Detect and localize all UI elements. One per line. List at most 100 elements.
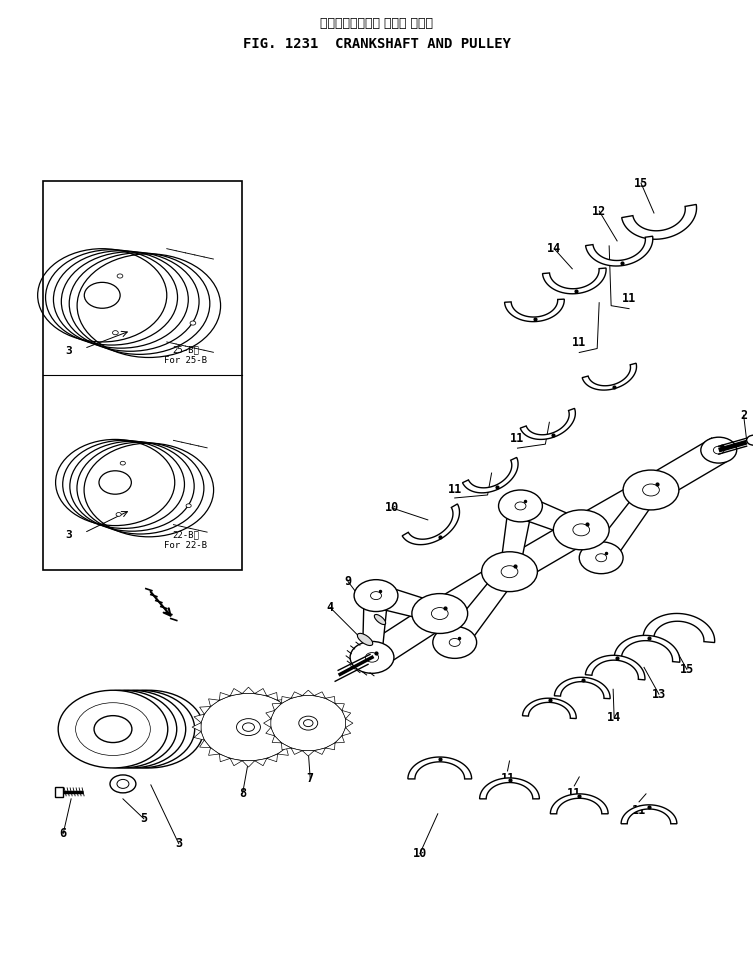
Polygon shape: [502, 518, 588, 583]
Ellipse shape: [498, 490, 542, 522]
Polygon shape: [446, 566, 517, 650]
Polygon shape: [585, 656, 645, 680]
Ellipse shape: [94, 716, 132, 742]
Polygon shape: [480, 778, 539, 799]
Polygon shape: [643, 614, 715, 643]
Ellipse shape: [117, 779, 129, 788]
Ellipse shape: [412, 593, 467, 633]
Polygon shape: [586, 237, 653, 266]
Text: 11: 11: [632, 805, 646, 817]
Text: 6: 6: [60, 827, 66, 841]
Ellipse shape: [237, 719, 260, 735]
Polygon shape: [402, 504, 459, 544]
Text: 25-B用
For 25-B: 25-B用 For 25-B: [164, 346, 207, 365]
Polygon shape: [291, 748, 302, 755]
Ellipse shape: [370, 591, 382, 600]
Polygon shape: [281, 696, 291, 703]
Polygon shape: [219, 754, 230, 762]
Polygon shape: [433, 560, 516, 625]
Ellipse shape: [85, 691, 195, 768]
Polygon shape: [335, 735, 345, 743]
Text: クランクシャフト および プーリ: クランクシャフト および プーリ: [320, 18, 434, 30]
Polygon shape: [264, 719, 271, 728]
Polygon shape: [267, 693, 277, 700]
Ellipse shape: [99, 470, 131, 494]
Ellipse shape: [116, 512, 121, 516]
Ellipse shape: [357, 633, 372, 646]
Polygon shape: [644, 438, 726, 502]
Ellipse shape: [243, 723, 254, 731]
Ellipse shape: [713, 446, 724, 454]
Polygon shape: [582, 363, 636, 391]
Polygon shape: [272, 735, 281, 743]
Ellipse shape: [58, 691, 168, 768]
Polygon shape: [192, 723, 201, 731]
Polygon shape: [342, 728, 351, 735]
Ellipse shape: [84, 282, 120, 308]
Polygon shape: [520, 408, 575, 439]
Ellipse shape: [746, 435, 754, 445]
Polygon shape: [345, 719, 353, 728]
Ellipse shape: [515, 502, 526, 510]
Polygon shape: [293, 714, 303, 723]
Ellipse shape: [117, 274, 123, 278]
Polygon shape: [554, 677, 610, 698]
Text: FIG. 1231  CRANKSHAFT AND PULLEY: FIG. 1231 CRANKSHAFT AND PULLEY: [243, 37, 511, 51]
Text: 13: 13: [651, 688, 666, 700]
Polygon shape: [55, 787, 63, 797]
Text: 10: 10: [412, 847, 427, 860]
Text: 5: 5: [140, 812, 148, 825]
Ellipse shape: [75, 702, 150, 756]
Ellipse shape: [299, 716, 317, 730]
Polygon shape: [408, 757, 472, 779]
Text: 11: 11: [567, 787, 581, 801]
Polygon shape: [504, 299, 564, 321]
Polygon shape: [219, 693, 230, 700]
Ellipse shape: [700, 437, 737, 463]
Polygon shape: [326, 696, 335, 703]
Ellipse shape: [110, 775, 136, 793]
Text: 15: 15: [679, 663, 694, 676]
Ellipse shape: [76, 691, 185, 768]
Polygon shape: [335, 703, 345, 710]
Polygon shape: [342, 710, 351, 719]
Ellipse shape: [271, 695, 346, 751]
Ellipse shape: [433, 626, 477, 658]
Ellipse shape: [623, 470, 679, 510]
Polygon shape: [523, 698, 576, 719]
Polygon shape: [242, 761, 255, 768]
Ellipse shape: [186, 504, 192, 507]
Polygon shape: [364, 602, 447, 669]
Text: 3: 3: [175, 838, 182, 850]
Polygon shape: [302, 691, 314, 695]
Text: 11: 11: [622, 292, 636, 305]
Polygon shape: [277, 699, 288, 706]
Polygon shape: [302, 751, 314, 756]
Ellipse shape: [642, 484, 659, 496]
Polygon shape: [287, 740, 297, 748]
Polygon shape: [431, 609, 465, 648]
Polygon shape: [209, 748, 219, 756]
Polygon shape: [265, 710, 274, 719]
Polygon shape: [592, 484, 659, 565]
Polygon shape: [462, 458, 518, 493]
Text: 4: 4: [326, 601, 334, 614]
Ellipse shape: [201, 693, 296, 761]
Polygon shape: [265, 728, 274, 735]
Ellipse shape: [112, 702, 186, 756]
Polygon shape: [277, 748, 288, 756]
Ellipse shape: [449, 638, 460, 647]
Polygon shape: [296, 723, 305, 731]
Text: 10: 10: [385, 502, 399, 514]
Ellipse shape: [112, 330, 118, 335]
Polygon shape: [200, 740, 210, 748]
Polygon shape: [293, 731, 303, 740]
Polygon shape: [255, 759, 267, 766]
Text: 3: 3: [66, 530, 72, 540]
Polygon shape: [363, 595, 388, 658]
Polygon shape: [291, 692, 302, 698]
Polygon shape: [574, 524, 611, 565]
Ellipse shape: [501, 566, 518, 578]
Polygon shape: [314, 692, 326, 698]
Polygon shape: [287, 706, 297, 714]
